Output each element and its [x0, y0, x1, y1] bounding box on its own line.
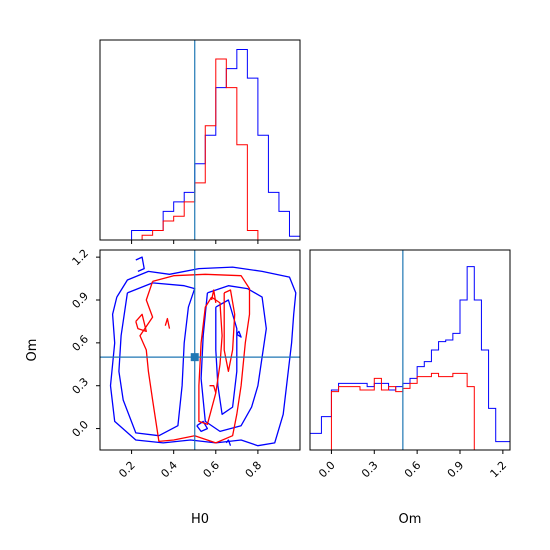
- histogram-series-blue: [309, 266, 511, 450]
- red-contour-5: [210, 289, 217, 304]
- red-contour-4: [164, 317, 171, 329]
- h0-om-contour-frame: [99, 249, 301, 451]
- om-ytick-label-3: 0.9: [70, 290, 92, 312]
- om-xtick-label-0: 0.0: [316, 459, 338, 481]
- blue-contour-4: [215, 299, 238, 415]
- blue-contour-1: [109, 266, 297, 447]
- h0-xtick-label-1: 0.4: [158, 459, 180, 481]
- om-xtick-label-3: 0.9: [445, 459, 467, 481]
- blue-contour-0: [135, 256, 145, 272]
- x-axis-title-om: Om: [399, 512, 422, 527]
- blue-contour-5: [196, 420, 209, 433]
- om-xtick-label-4: 1.2: [488, 459, 510, 481]
- red-contour-3: [135, 313, 147, 333]
- histogram-series-red: [310, 372, 510, 451]
- om-ytick-label-4: 1.2: [70, 247, 92, 269]
- om-ytick-label-2: 0.6: [70, 332, 92, 354]
- h0-om-contour-ticks: 0.2 0.4 0.6 0.8 0.0 0.3 0.6 0.9 1.2: [70, 247, 265, 481]
- om-histogram-panel: 0.0 0.3 0.6 0.9 1.2 Om: [309, 249, 511, 527]
- histogram-series-blue: [100, 49, 301, 241]
- om-ytick-label-0: 0.0: [70, 418, 92, 440]
- om-ytick-label-1: 0.3: [70, 375, 92, 397]
- h0-xtick-label-3: 0.8: [243, 459, 265, 481]
- om-xtick-label-1: 0.3: [359, 459, 381, 481]
- red-contour-2: [223, 289, 236, 373]
- red-contour-0: [139, 273, 251, 444]
- truth-marker: [190, 353, 199, 362]
- h0-xtick-label-2: 0.6: [201, 459, 223, 481]
- red-contour-6: [209, 385, 217, 394]
- histogram-series-red: [100, 58, 300, 241]
- om-histogram-frame: [309, 249, 511, 451]
- h0-xtick-label-0: 0.2: [116, 459, 138, 481]
- blue-contour-6: [225, 439, 232, 446]
- h0-histogram-frame: [99, 39, 301, 241]
- red-contour-1: [198, 296, 223, 425]
- blue-contour-7: [236, 330, 242, 338]
- blue-contour-2: [118, 282, 196, 437]
- h0-histogram-ticks: [131, 240, 259, 244]
- h0-om-contour-panel: 0.2 0.4 0.6 0.8 0.0 0.3 0.6 0.9 1.2 H0 Om: [25, 247, 301, 527]
- x-axis-title-h0: H0: [191, 512, 209, 527]
- om-histogram-ticks: 0.0 0.3 0.6 0.9 1.2: [316, 450, 509, 480]
- om-xtick-label-2: 0.6: [402, 459, 424, 481]
- y-axis-title-om: Om: [25, 339, 40, 362]
- h0-histogram-panel: [99, 39, 301, 244]
